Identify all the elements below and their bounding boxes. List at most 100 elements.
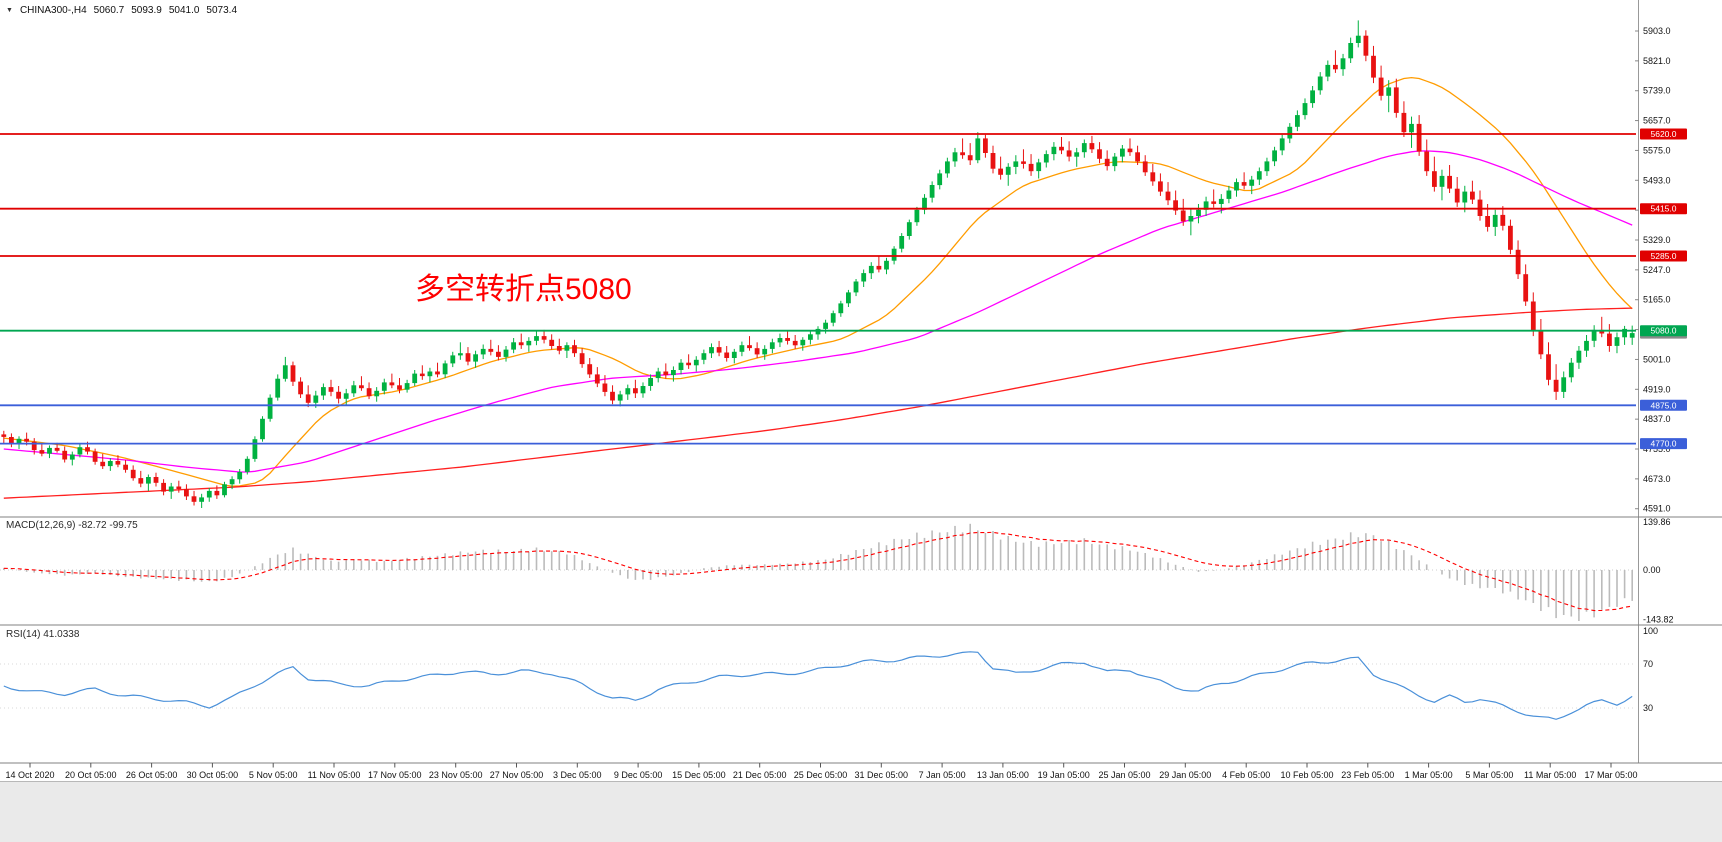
candle-body — [709, 347, 714, 354]
candle-body — [328, 387, 334, 392]
candle-body — [138, 478, 144, 484]
candle-body — [298, 381, 303, 395]
candle-body — [1256, 171, 1262, 180]
symbol-name: CHINA300-,H4 — [19, 5, 87, 16]
candle-body — [321, 387, 326, 396]
price-axis-label: 5001.0 — [1643, 354, 1671, 364]
time-axis-label: 1 Mar 05:00 — [1405, 770, 1453, 780]
candle-body — [244, 458, 250, 472]
price-axis-label: 5247.0 — [1643, 265, 1671, 275]
candle-body — [389, 382, 395, 386]
candle-body — [458, 353, 463, 356]
support-line-4770-label: 4770.0 — [1651, 439, 1677, 449]
pivot-line-5080-label: 5080.0 — [1651, 326, 1677, 336]
candle-body — [1378, 77, 1384, 96]
candle-body — [473, 354, 478, 362]
time-axis-label: 19 Jan 05:00 — [1038, 770, 1090, 780]
candle-body — [967, 155, 973, 161]
candle-body — [1416, 123, 1422, 152]
candle-body — [1363, 35, 1369, 56]
candle-body — [617, 394, 623, 401]
candle-body — [115, 461, 121, 465]
ma-fast-line — [3, 76, 1633, 487]
candle-body — [412, 373, 418, 384]
candle-body — [922, 197, 927, 210]
candle-body — [1492, 214, 1498, 227]
time-axis-label: 11 Mar 05:00 — [1524, 770, 1576, 780]
candle-body — [777, 338, 783, 343]
time-axis-label: 26 Oct 05:00 — [126, 770, 178, 780]
candle-body — [671, 370, 676, 376]
candle-body — [359, 385, 364, 389]
time-axis-label: 27 Nov 05:00 — [490, 770, 544, 780]
candle-body — [1348, 43, 1354, 59]
candle-body — [336, 391, 341, 399]
candle-body — [1538, 331, 1544, 355]
candle-body — [153, 477, 159, 483]
resistance-line-5620-box[interactable] — [1640, 128, 1687, 140]
candle-body — [1218, 198, 1224, 204]
candle-body — [556, 346, 562, 351]
candle-body — [214, 490, 220, 496]
candle-body — [1150, 172, 1156, 182]
time-axis: 14 Oct 2020 20 Oct 05:00 26 Oct 05:00 30 Oc… — [5, 763, 1638, 780]
candle-body — [1340, 58, 1346, 70]
candle-body — [1508, 225, 1513, 250]
candle-body — [1401, 112, 1407, 133]
resistance-line-5415-label: 5415.0 — [1651, 204, 1677, 214]
candle-body — [222, 484, 227, 496]
candle-body — [549, 339, 555, 346]
candle-body — [1028, 163, 1034, 172]
candle-body — [655, 371, 661, 379]
time-axis-label: 25 Jan 05:00 — [1098, 770, 1150, 780]
moving-averages-layer — [3, 76, 1633, 499]
collapse-arrow-icon[interactable]: ▼ — [6, 7, 13, 14]
candle-body — [739, 345, 745, 352]
candle-body — [503, 349, 509, 357]
price-axis-label: 5575.0 — [1643, 145, 1671, 155]
candle-body — [526, 340, 532, 346]
macd-axis-label: 0.00 — [1643, 565, 1661, 575]
candle-body — [769, 342, 775, 349]
candle-body — [146, 477, 151, 484]
time-axis-label: 10 Feb 05:00 — [1280, 770, 1333, 780]
candle-body — [374, 390, 380, 397]
resistance-line-5285-box[interactable] — [1640, 250, 1687, 262]
candle-body — [435, 371, 440, 375]
candle-body — [1, 434, 7, 437]
price-axis-label: 4673.0 — [1643, 474, 1671, 484]
candle-body — [846, 292, 851, 304]
candle-body — [176, 486, 182, 489]
candle-body — [1043, 154, 1049, 163]
candle-body — [693, 359, 699, 366]
rsi-panel: 100 70 30 — [0, 626, 1722, 764]
candle-body — [366, 388, 372, 397]
candle-body — [1355, 35, 1361, 43]
time-axis-label: 5 Mar 05:00 — [1465, 770, 1513, 780]
pivot-line-5080-box[interactable] — [1640, 325, 1687, 337]
time-axis-label: 21 Dec 05:00 — [733, 770, 787, 780]
candle-body — [1135, 152, 1140, 162]
candle-body — [47, 447, 52, 454]
candle-body — [876, 265, 882, 270]
window-bottom-strip — [0, 781, 1722, 842]
candle-body — [716, 347, 722, 353]
candle-body — [1089, 143, 1095, 150]
candle-body — [914, 209, 920, 223]
candle-body — [1211, 201, 1217, 204]
candle-body — [419, 373, 425, 377]
support-line-4875-box[interactable] — [1640, 399, 1687, 411]
annotation-text[interactable]: 多空转折点5080 — [415, 273, 632, 306]
candle-body — [1310, 90, 1315, 104]
support-line-4770-box[interactable] — [1640, 438, 1687, 450]
candle-body — [1097, 149, 1102, 159]
candle-body — [1470, 191, 1475, 200]
resistance-line-5415-box[interactable] — [1640, 203, 1687, 215]
candle-body — [1523, 274, 1529, 302]
candle-body — [39, 450, 45, 454]
candle-body — [1264, 161, 1270, 172]
candle-body — [1371, 55, 1376, 78]
candle-body — [85, 447, 90, 452]
candle-body — [488, 348, 494, 352]
